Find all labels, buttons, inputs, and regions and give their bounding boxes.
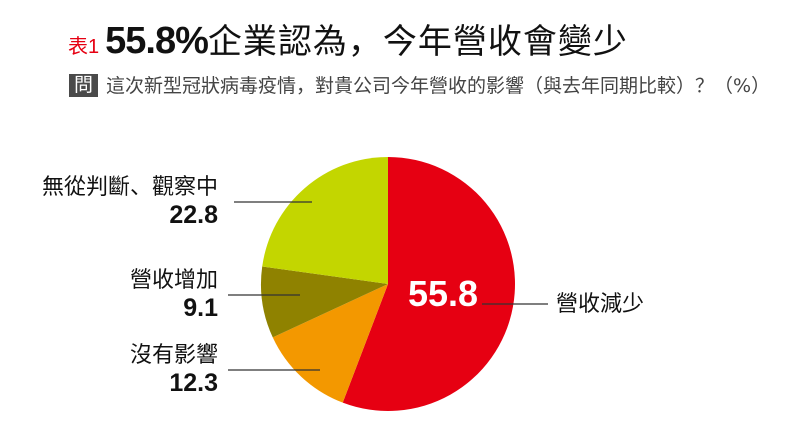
no-effect-label: 沒有影響 (129, 343, 218, 368)
chart-title: 表1 55.8% 企業認為，今年營收會變少 (68, 14, 628, 62)
pie-slice (262, 157, 388, 284)
pie-slice (272, 284, 388, 403)
title-number: 55.8% (105, 20, 209, 62)
pie-slice (342, 157, 515, 411)
increase-label-group: 營收增加 9.1 (130, 267, 218, 321)
question: 問這次新型冠狀病毒疫情，對貴公司今年營收的影響（與去年同期比較）？（%） (69, 71, 789, 101)
question-text: 這次新型冠狀病毒疫情，對貴公司今年營收的影響（與去年同期比較）？（%） (106, 75, 771, 97)
pie-slices (261, 157, 515, 411)
question-badge: 問 (69, 74, 99, 97)
title-text: 企業認為，今年營收會變少 (207, 22, 628, 62)
table-tag: 表1 (68, 36, 100, 58)
leader-lines (228, 201, 548, 371)
decrease-label: 營收減少 (556, 292, 645, 317)
no-effect-label-group: 沒有影響 12.3 (130, 342, 218, 396)
unknown-label: 無從判斷、觀察中 (41, 175, 218, 200)
unknown-label-group: 無從判斷、觀察中 22.8 (42, 174, 218, 228)
decrease-value: 55.8 (408, 273, 479, 314)
unknown-value: 22.8 (169, 201, 218, 229)
increase-value: 9.1 (183, 294, 218, 322)
pie-slice (261, 266, 388, 338)
increase-label: 營收增加 (129, 268, 218, 293)
no-effect-value: 12.3 (169, 369, 218, 397)
